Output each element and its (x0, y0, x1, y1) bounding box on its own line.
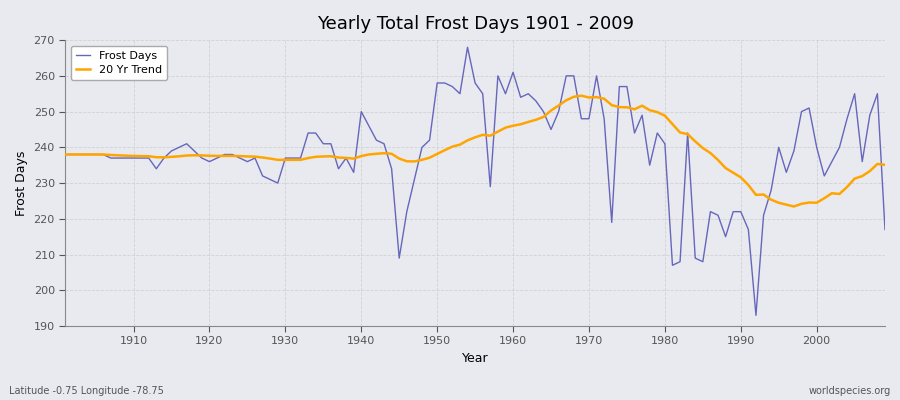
20 Yr Trend (500, 125, 511, 130)
Y-axis label: Frost Days: Frost Days (15, 150, 28, 216)
Frost Days (751, 313, 761, 318)
Frost Days (287, 156, 298, 160)
20 Yr Trend (607, 103, 617, 108)
Frost Days (607, 220, 617, 225)
20 Yr Trend (121, 153, 131, 158)
Line: 20 Yr Trend: 20 Yr Trend (65, 96, 885, 206)
Frost Days (462, 45, 472, 50)
Title: Yearly Total Frost Days 1901 - 2009: Yearly Total Frost Days 1901 - 2009 (317, 15, 634, 33)
20 Yr Trend (333, 155, 344, 160)
20 Yr Trend (287, 158, 298, 162)
20 Yr Trend (508, 123, 518, 128)
Frost Days (508, 70, 518, 75)
Legend: Frost Days, 20 Yr Trend: Frost Days, 20 Yr Trend (71, 46, 167, 80)
Frost Days (516, 95, 526, 100)
Frost Days (59, 152, 70, 157)
Frost Days (121, 156, 131, 160)
Frost Days (333, 166, 344, 171)
20 Yr Trend (576, 93, 587, 98)
Line: Frost Days: Frost Days (65, 47, 885, 315)
20 Yr Trend (59, 152, 70, 157)
Frost Days (879, 227, 890, 232)
Text: worldspecies.org: worldspecies.org (809, 386, 891, 396)
20 Yr Trend (879, 162, 890, 167)
20 Yr Trend (788, 204, 799, 209)
X-axis label: Year: Year (462, 352, 489, 365)
Text: Latitude -0.75 Longitude -78.75: Latitude -0.75 Longitude -78.75 (9, 386, 164, 396)
